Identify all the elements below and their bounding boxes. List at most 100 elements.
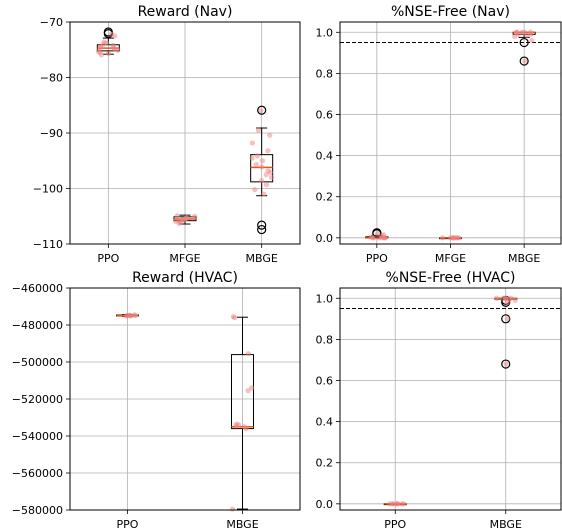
axes-frame bbox=[69, 287, 301, 511]
chart-title: Reward (HVAC) bbox=[132, 270, 238, 286]
x-tick-label: PPO bbox=[97, 252, 119, 265]
x-tick-label: MBGE bbox=[508, 252, 540, 265]
data-point bbox=[447, 235, 453, 241]
data-point bbox=[261, 191, 267, 197]
data-point bbox=[108, 31, 115, 37]
data-point bbox=[522, 58, 528, 64]
outlier-point bbox=[519, 56, 529, 66]
data-point bbox=[105, 51, 112, 57]
data-point bbox=[512, 297, 518, 303]
y-tick-label: 0.8 bbox=[316, 67, 334, 80]
y-tick-label: −90 bbox=[40, 127, 63, 140]
panel-3: −460000 −480000 −500000 −520000 −540000 −5600… bbox=[12, 270, 301, 531]
data-point bbox=[97, 44, 104, 51]
data-point bbox=[192, 213, 198, 219]
y-tick-label: 0.6 bbox=[316, 109, 334, 122]
y-tick-label: 0.2 bbox=[316, 457, 334, 470]
data-point bbox=[100, 41, 107, 47]
chart-title: Reward (Nav) bbox=[138, 4, 233, 20]
x-tick-label: MBGE bbox=[226, 518, 258, 531]
data-point bbox=[128, 313, 134, 319]
data-point bbox=[263, 172, 269, 178]
data-point bbox=[249, 140, 255, 146]
y-tick-label: 0.4 bbox=[316, 150, 334, 163]
data-point bbox=[511, 33, 518, 39]
data-point bbox=[132, 312, 138, 319]
y-tick-label: −520000 bbox=[12, 393, 63, 406]
data-point bbox=[183, 216, 189, 222]
y-tick-label: 0.2 bbox=[316, 191, 334, 204]
data-point bbox=[249, 385, 255, 391]
chart-title: %NSE-Free (Nav) bbox=[391, 4, 510, 20]
data-point bbox=[493, 295, 500, 301]
y-tick-label: −110 bbox=[33, 238, 63, 251]
panel-1: −70 −80 −90 −100 −110 PPO MFGE MBGE Reward (Nav) bbox=[33, 4, 301, 265]
y-tick-label: −540000 bbox=[12, 430, 63, 443]
y-tick-label: 0.4 bbox=[316, 416, 334, 429]
y-tick-label: −560000 bbox=[12, 467, 63, 480]
y-tick-label: −460000 bbox=[12, 282, 63, 295]
data-point bbox=[249, 155, 255, 161]
data-point bbox=[231, 315, 238, 321]
y-tick-label: 1.0 bbox=[316, 26, 334, 39]
x-tick-label: MFGE bbox=[435, 252, 466, 265]
data-point bbox=[245, 388, 251, 394]
axes-frame bbox=[339, 21, 562, 245]
data-point bbox=[98, 52, 105, 58]
data-point bbox=[527, 29, 534, 35]
data-point bbox=[115, 47, 121, 53]
data-point bbox=[374, 231, 380, 237]
y-tick-label: 0.0 bbox=[316, 232, 334, 245]
data-point bbox=[389, 501, 396, 507]
data-point bbox=[254, 153, 260, 159]
y-tick-label: −70 bbox=[40, 16, 63, 29]
data-point bbox=[252, 187, 258, 193]
outlier-point bbox=[501, 359, 511, 369]
outlier-point bbox=[257, 224, 267, 235]
data-point bbox=[514, 29, 520, 35]
data-point bbox=[259, 158, 266, 164]
data-point bbox=[259, 164, 265, 170]
axes-frame bbox=[339, 287, 562, 511]
x-tick-label: MBGE bbox=[246, 252, 278, 265]
y-tick-label: −580000 bbox=[12, 504, 63, 517]
outlier-point bbox=[257, 105, 267, 115]
y-tick-label: 1.0 bbox=[316, 292, 334, 305]
box-iqr bbox=[231, 354, 254, 430]
data-point bbox=[236, 422, 242, 428]
data-point bbox=[506, 296, 512, 302]
y-tick-label: 0.6 bbox=[316, 375, 334, 388]
data-point bbox=[174, 213, 180, 219]
data-point bbox=[267, 169, 274, 176]
data-point bbox=[243, 426, 249, 432]
chart-title: %NSE-Free (HVAC) bbox=[386, 270, 516, 286]
data-point bbox=[439, 235, 446, 241]
y-tick-label: −500000 bbox=[12, 356, 63, 369]
panel-2: 0.0 0.2 0.4 0.6 0.8 1.0 PPO MFGE MBGE %NSE-Free (… bbox=[316, 4, 562, 265]
data-point bbox=[401, 501, 407, 507]
y-tick-label: −80 bbox=[40, 72, 63, 85]
data-point bbox=[255, 127, 261, 133]
data-point bbox=[395, 501, 401, 507]
x-tick-label: MBGE bbox=[490, 518, 522, 531]
data-point bbox=[258, 108, 264, 114]
data-point bbox=[259, 178, 265, 184]
y-tick-label: 0.0 bbox=[316, 498, 334, 511]
data-point bbox=[245, 351, 251, 357]
data-point bbox=[454, 235, 460, 241]
axes-frame bbox=[69, 21, 301, 245]
data-point bbox=[381, 232, 387, 238]
data-point bbox=[230, 506, 236, 512]
data-point bbox=[371, 235, 377, 241]
data-point bbox=[111, 45, 117, 51]
data-point bbox=[504, 316, 510, 322]
data-point bbox=[267, 132, 273, 138]
data-point bbox=[253, 162, 259, 168]
y-tick-label: −100 bbox=[33, 183, 63, 196]
x-tick-label: PPO bbox=[366, 252, 388, 265]
y-tick-label: −480000 bbox=[12, 319, 63, 332]
panel-4: 0.0 0.2 0.4 0.6 0.8 1.0 PPO MBGE %NSE-Free (HVAC… bbox=[316, 270, 562, 531]
data-point bbox=[95, 48, 102, 55]
data-point bbox=[503, 361, 509, 367]
